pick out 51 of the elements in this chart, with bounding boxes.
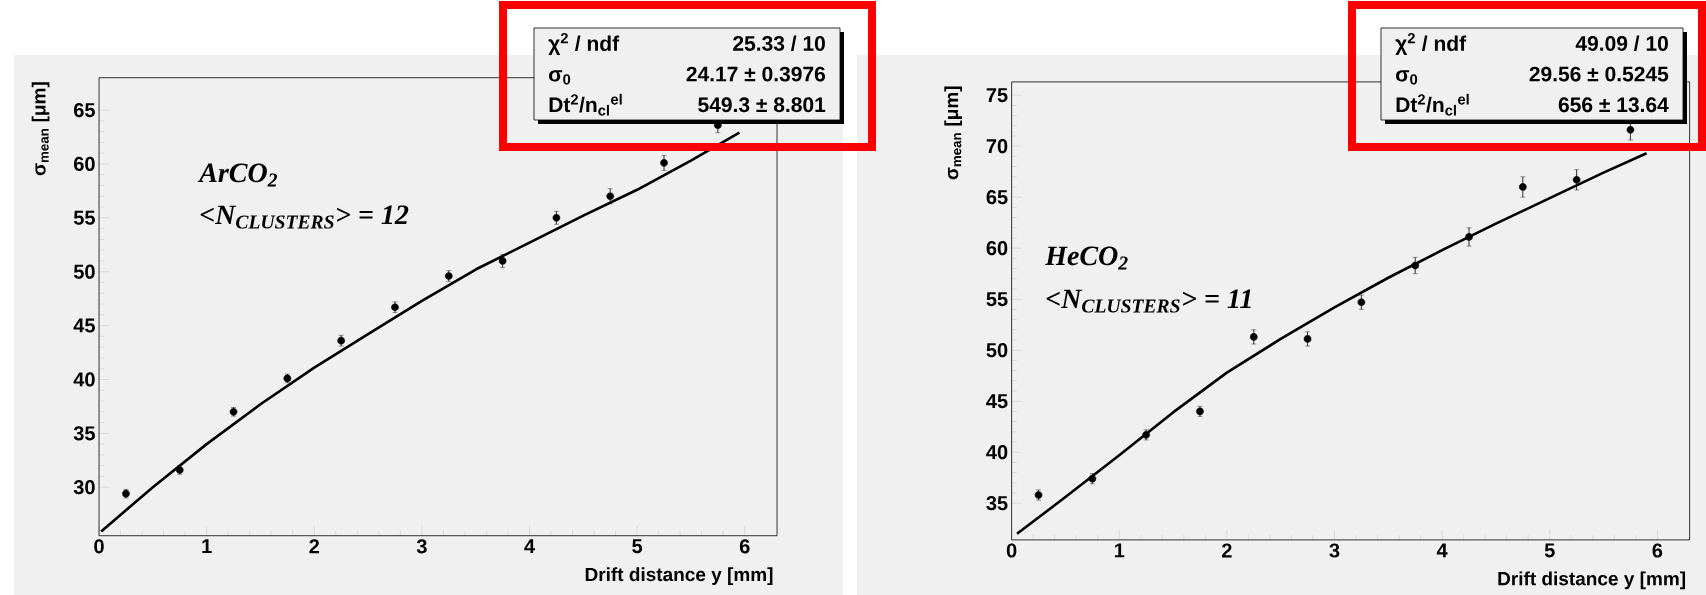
x-tick-label: 1: [202, 539, 212, 553]
y-tick-label: 30: [73, 480, 95, 495]
y-tick-label: 50: [73, 264, 95, 279]
y-tick-label: 40: [73, 372, 95, 387]
y-tick-label: 60: [73, 156, 95, 172]
y-tick-label: 35: [73, 426, 95, 441]
text: 29.56 ± 0.5245: [1529, 66, 1669, 82]
annotation: <N$_{CLUSTERS}$> = 11: [1046, 289, 1251, 313]
y-tick-label: 70: [986, 139, 1008, 154]
y-tick-label: 40: [986, 445, 1008, 460]
y-tick-label: 75: [986, 88, 1008, 103]
y-tick-label: 35: [986, 496, 1008, 511]
text: χ$^{2}$ / ndf: [548, 32, 620, 56]
annotation: σ$_{0}$: [1396, 70, 1418, 85]
x-tick-label: 0: [94, 539, 104, 554]
y-axis-title: σ$_{mean}$ [μm]: [944, 86, 962, 180]
text: χ$^{2}$ / ndf: [1395, 32, 1467, 56]
annotation: σ$_{0}$: [549, 70, 571, 85]
x-tick-label: 5: [632, 539, 643, 554]
y-tick-label: 55: [986, 292, 1008, 307]
x-tick-label: 5: [1544, 543, 1555, 558]
x-tick-label: 4: [524, 539, 535, 553]
y-tick-label: 65: [986, 190, 1008, 205]
x-tick-label: 3: [416, 539, 427, 554]
annotation: HeCO$_{2}$: [1045, 246, 1128, 270]
x-tick-label: 2: [309, 539, 320, 554]
x-axis-title: Drift distance y [mm]: [585, 567, 773, 585]
text: 49.09 / 10: [1575, 35, 1668, 52]
x-tick-label: 6: [1652, 543, 1663, 558]
annotation: 656 ± 13.64: [1558, 97, 1669, 113]
x-tick-label: 1: [1114, 543, 1125, 558]
y-tick-label: 45: [986, 394, 1008, 409]
y-tick-label: 45: [73, 318, 95, 333]
annotation: <N$_{CLUSTERS}$> = 12: [200, 205, 409, 229]
annotation: Dt$^{2}$/n$_{cl}$el: [1396, 93, 1469, 116]
annotation: Dt$^{2}$/n$_{cl}$el: [549, 93, 622, 116]
y-tick-label: 55: [73, 210, 95, 225]
annotation: 24.17 ± 0.3976: [686, 66, 826, 82]
x-axis-title: Drift distance y [mm]: [1498, 571, 1686, 590]
y-tick-label: 60: [986, 241, 1008, 256]
text: 25.33 / 10: [733, 35, 825, 52]
x-tick-label: 2: [1221, 543, 1232, 558]
x-tick-label: 4: [1436, 543, 1448, 558]
x-tick-label: 6: [739, 539, 750, 554]
y-tick-label: 65: [73, 102, 95, 118]
y-tick-label: 50: [986, 343, 1008, 358]
annotation: 549.3 ± 8.801: [698, 97, 826, 113]
y-axis-title: σ$_{mean}$ [μm]: [31, 82, 50, 176]
x-tick-label: 0: [1006, 543, 1017, 558]
x-tick-label: 3: [1329, 543, 1340, 558]
annotation: ArCO$_{2}$: [197, 163, 278, 187]
